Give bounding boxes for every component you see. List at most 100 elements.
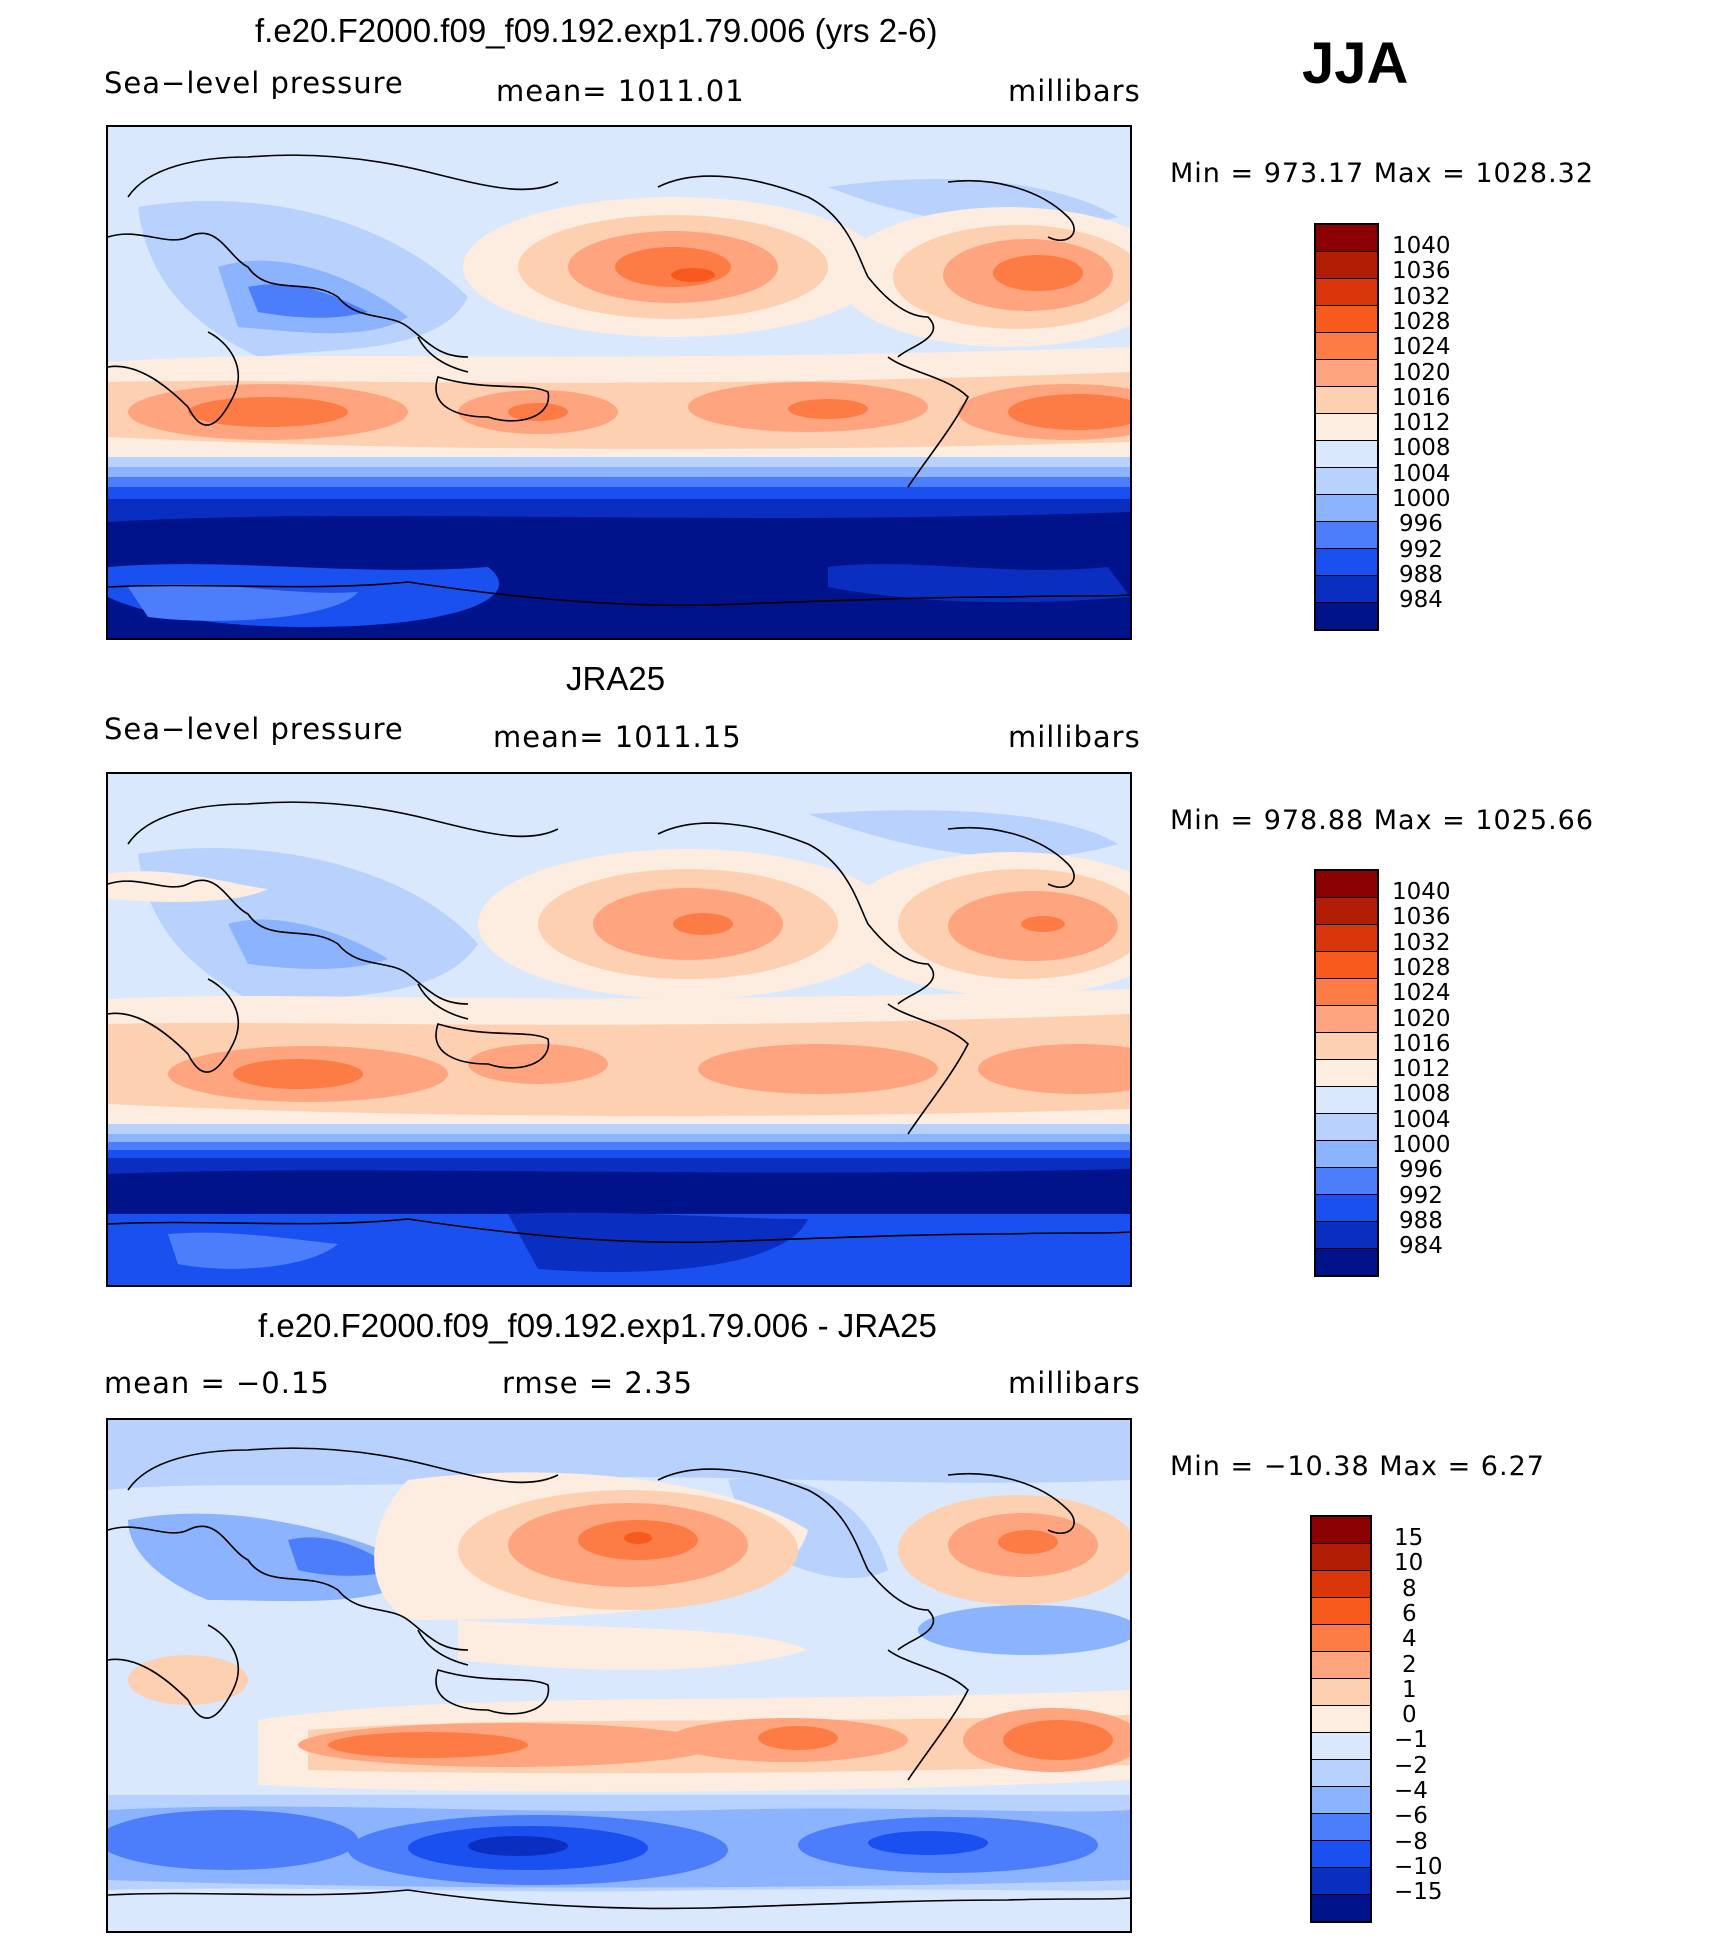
panel-3-contour-field	[108, 1420, 1130, 1931]
colorbar-label: 1024	[1392, 334, 1451, 361]
colorbar-1-swatch	[1316, 387, 1377, 414]
panel-2-variable-label: Sea−level pressure	[104, 712, 404, 746]
panel-1-minmax: Min = 973.17 Max = 1028.32	[1170, 158, 1595, 189]
colorbar-label: 1020	[1392, 359, 1451, 386]
colorbar-label: 1012	[1392, 410, 1451, 437]
colorbar-label: 1008	[1392, 435, 1451, 462]
colorbar-label: 1016	[1392, 1030, 1451, 1057]
colorbar-3-swatch	[1312, 1760, 1370, 1787]
colorbar-1-swatch	[1316, 549, 1377, 576]
panel-3-map	[106, 1418, 1132, 1933]
colorbar-label: 15	[1394, 1525, 1424, 1551]
colorbar-2-swatch	[1316, 979, 1377, 1006]
panel-2-colorbar	[1314, 869, 1379, 1277]
colorbar-3-swatch	[1312, 1841, 1370, 1868]
colorbar-3-swatch	[1312, 1517, 1370, 1544]
colorbar-2-swatch	[1316, 1033, 1377, 1060]
colorbar-3-swatch	[1312, 1571, 1370, 1598]
colorbar-label: 1024	[1392, 980, 1451, 1007]
colorbar-2-swatch	[1316, 952, 1377, 979]
colorbar-1-swatch	[1316, 603, 1377, 629]
colorbar-1-swatch	[1316, 333, 1377, 360]
colorbar-label: 1020	[1392, 1005, 1451, 1032]
colorbar-1-swatch	[1316, 576, 1377, 603]
colorbar-3-swatch	[1312, 1868, 1370, 1895]
colorbar-label: 1032	[1392, 929, 1451, 956]
colorbar-label: 4	[1402, 1626, 1417, 1653]
panel-1-units-label: millibars	[1008, 74, 1141, 108]
colorbar-2-swatch	[1316, 1006, 1377, 1033]
colorbar-2-swatch	[1316, 1249, 1377, 1275]
colorbar-label: 1012	[1392, 1056, 1451, 1083]
colorbar-label: 984	[1399, 587, 1443, 614]
panel-2-minmax: Min = 978.88 Max = 1025.66	[1170, 805, 1595, 836]
colorbar-2-swatch	[1316, 871, 1377, 898]
colorbar-label: 1036	[1392, 258, 1451, 285]
colorbar-1-swatch	[1316, 468, 1377, 495]
colorbar-label: 1016	[1392, 384, 1451, 411]
colorbar-1-swatch	[1316, 414, 1377, 441]
panel-3-rmse-label: rmse = 2.35	[502, 1366, 693, 1400]
colorbar-label: 1004	[1392, 460, 1451, 487]
panel-3-minmax: Min = −10.38 Max = 6.27	[1170, 1451, 1545, 1482]
colorbar-label: 988	[1399, 1207, 1443, 1234]
panel-3-title: f.e20.F2000.f09_f09.192.exp1.79.006 - JR…	[258, 1307, 937, 1344]
colorbar-3-swatch	[1312, 1814, 1370, 1841]
colorbar-label: 1028	[1392, 308, 1451, 335]
colorbar-3-swatch	[1312, 1895, 1370, 1921]
panel-2-map	[106, 772, 1132, 1287]
colorbar-3-swatch	[1312, 1652, 1370, 1679]
colorbar-3-swatch	[1312, 1544, 1370, 1571]
colorbar-3-swatch	[1312, 1733, 1370, 1760]
colorbar-1-swatch	[1316, 441, 1377, 468]
colorbar-label: 1008	[1392, 1081, 1451, 1108]
panel-1-map	[106, 125, 1132, 640]
colorbar-1-swatch	[1316, 279, 1377, 306]
panel-1-contour-field	[108, 127, 1130, 638]
colorbar-3-swatch	[1312, 1598, 1370, 1625]
colorbar-label: 996	[1399, 511, 1443, 538]
colorbar-1-swatch	[1316, 495, 1377, 522]
panel-1-title: f.e20.F2000.f09_f09.192.exp1.79.006 (yrs…	[255, 12, 938, 49]
colorbar-label: 2	[1402, 1651, 1417, 1678]
panel-2-mean-label: mean= 1011.15	[493, 720, 742, 754]
colorbar-label: −2	[1394, 1752, 1428, 1779]
colorbar-1-swatch	[1316, 306, 1377, 333]
panel-2-title: JRA25	[566, 660, 666, 697]
colorbar-label: 996	[1399, 1157, 1443, 1184]
colorbar-label: 8	[1402, 1575, 1417, 1602]
season-label: JJA	[1302, 31, 1409, 96]
colorbar-label: 0	[1402, 1702, 1417, 1729]
colorbar-2-swatch	[1316, 1087, 1377, 1114]
colorbar-label: 10	[1394, 1550, 1424, 1577]
panel-3-mean-label: mean = −0.15	[104, 1366, 330, 1400]
colorbar-label: −6	[1394, 1803, 1428, 1830]
panel-3-colorbar	[1310, 1515, 1372, 1923]
colorbar-3-swatch	[1312, 1706, 1370, 1733]
colorbar-1-swatch	[1316, 225, 1377, 252]
colorbar-label: 1000	[1392, 486, 1451, 512]
colorbar-label: −1	[1394, 1727, 1428, 1754]
colorbar-label: −8	[1394, 1828, 1428, 1855]
colorbar-2-swatch	[1316, 925, 1377, 952]
colorbar-label: 1000	[1392, 1132, 1451, 1158]
colorbar-label: 1004	[1392, 1106, 1451, 1133]
colorbar-label: −4	[1394, 1778, 1428, 1804]
colorbar-3-swatch	[1312, 1787, 1370, 1814]
panel-2-units-label: millibars	[1008, 720, 1141, 754]
colorbar-label: 1036	[1392, 904, 1451, 931]
panel-1-mean-label: mean= 1011.01	[496, 74, 745, 108]
colorbar-label: −15	[1394, 1879, 1443, 1906]
colorbar-2-swatch	[1316, 1195, 1377, 1222]
colorbar-label: 1028	[1392, 954, 1451, 981]
colorbar-2-swatch	[1316, 898, 1377, 925]
colorbar-2-swatch	[1316, 1114, 1377, 1141]
colorbar-2-swatch	[1316, 1168, 1377, 1195]
colorbar-label: 6	[1402, 1600, 1417, 1627]
colorbar-label: 992	[1399, 536, 1443, 563]
colorbar-2-swatch	[1316, 1141, 1377, 1168]
colorbar-2-swatch	[1316, 1222, 1377, 1249]
colorbar-label: 1032	[1392, 283, 1451, 310]
panel-3-units-label: millibars	[1008, 1366, 1141, 1400]
panel-1-variable-label: Sea−level pressure	[104, 66, 404, 100]
